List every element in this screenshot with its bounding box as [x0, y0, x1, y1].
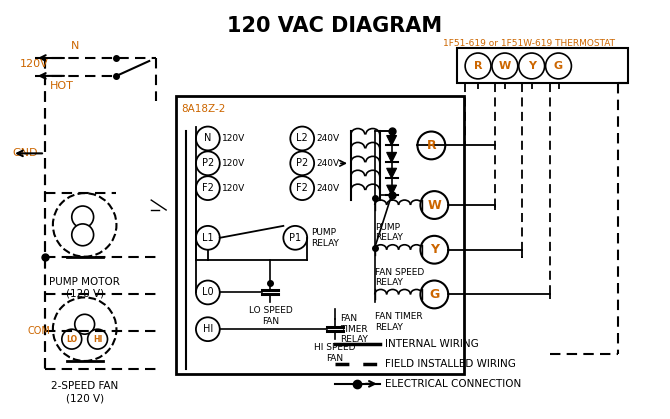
Text: N: N: [204, 134, 212, 143]
Text: PUMP
RELAY: PUMP RELAY: [311, 228, 339, 248]
Text: PUMP
RELAY: PUMP RELAY: [375, 223, 403, 242]
Circle shape: [465, 53, 491, 79]
Circle shape: [62, 329, 82, 349]
Polygon shape: [387, 168, 397, 178]
Text: N: N: [70, 41, 79, 51]
Circle shape: [545, 53, 572, 79]
Text: ELECTRICAL CONNECTION: ELECTRICAL CONNECTION: [385, 379, 521, 389]
Polygon shape: [387, 185, 397, 195]
Circle shape: [196, 151, 220, 175]
Text: L1: L1: [202, 233, 214, 243]
Text: Y: Y: [528, 61, 536, 71]
Circle shape: [283, 226, 307, 250]
Circle shape: [421, 281, 448, 308]
Text: R: R: [474, 61, 482, 71]
Text: HI: HI: [203, 324, 213, 334]
Text: FAN TIMER
RELAY: FAN TIMER RELAY: [375, 312, 422, 332]
Text: FAN
TIMER
RELAY: FAN TIMER RELAY: [340, 314, 368, 344]
Text: FIELD INSTALLED WIRING: FIELD INSTALLED WIRING: [385, 359, 515, 369]
Text: 8A18Z-2: 8A18Z-2: [181, 104, 225, 114]
Text: 240V: 240V: [316, 159, 339, 168]
Text: 120V: 120V: [222, 159, 245, 168]
Text: LO: LO: [66, 335, 77, 344]
Text: 240V: 240V: [316, 184, 339, 193]
Polygon shape: [387, 153, 397, 162]
Text: 120V: 120V: [20, 59, 49, 69]
Text: P2: P2: [296, 158, 308, 168]
Text: W: W: [427, 199, 442, 212]
Circle shape: [417, 132, 446, 159]
Text: LO SPEED
FAN: LO SPEED FAN: [249, 306, 292, 326]
Text: R: R: [427, 139, 436, 152]
Text: FAN SPEED
RELAY: FAN SPEED RELAY: [375, 268, 424, 287]
Circle shape: [290, 151, 314, 175]
Circle shape: [196, 176, 220, 200]
Text: 120V: 120V: [222, 184, 245, 193]
Text: PUMP MOTOR
(120 V): PUMP MOTOR (120 V): [49, 277, 120, 299]
Text: 2-SPEED FAN
(120 V): 2-SPEED FAN (120 V): [51, 381, 119, 403]
Circle shape: [53, 193, 117, 257]
Bar: [457, 48, 628, 83]
Text: G: G: [554, 61, 563, 71]
Text: COM: COM: [27, 326, 50, 336]
Text: Y: Y: [430, 243, 439, 256]
Polygon shape: [387, 135, 397, 145]
Circle shape: [290, 176, 314, 200]
Circle shape: [421, 236, 448, 264]
Circle shape: [196, 127, 220, 150]
Text: HOT: HOT: [50, 81, 74, 91]
Text: 1F51-619 or 1F51W-619 THERMOSTAT: 1F51-619 or 1F51W-619 THERMOSTAT: [443, 39, 614, 48]
Text: F2: F2: [202, 183, 214, 193]
Text: 120 VAC DIAGRAM: 120 VAC DIAGRAM: [227, 16, 443, 36]
Text: 240V: 240V: [316, 134, 339, 143]
Circle shape: [492, 53, 518, 79]
Text: P2: P2: [202, 158, 214, 168]
Circle shape: [519, 53, 545, 79]
Text: L2: L2: [296, 134, 308, 143]
Text: 120V: 120V: [222, 134, 245, 143]
Text: GND: GND: [12, 148, 38, 158]
Circle shape: [88, 329, 107, 349]
Bar: [176, 96, 464, 374]
Circle shape: [72, 224, 94, 246]
Text: HI: HI: [93, 335, 103, 344]
Text: F2: F2: [296, 183, 308, 193]
Circle shape: [196, 317, 220, 341]
Text: G: G: [429, 288, 440, 301]
Text: P1: P1: [289, 233, 302, 243]
Text: HI SPEED
FAN: HI SPEED FAN: [314, 343, 356, 362]
Circle shape: [75, 314, 94, 334]
Circle shape: [196, 281, 220, 304]
Text: INTERNAL WIRING: INTERNAL WIRING: [385, 339, 478, 349]
Text: W: W: [498, 61, 511, 71]
Circle shape: [72, 206, 94, 228]
Circle shape: [53, 297, 117, 361]
Circle shape: [196, 226, 220, 250]
Text: L0: L0: [202, 287, 214, 297]
Circle shape: [290, 127, 314, 150]
Circle shape: [421, 191, 448, 219]
